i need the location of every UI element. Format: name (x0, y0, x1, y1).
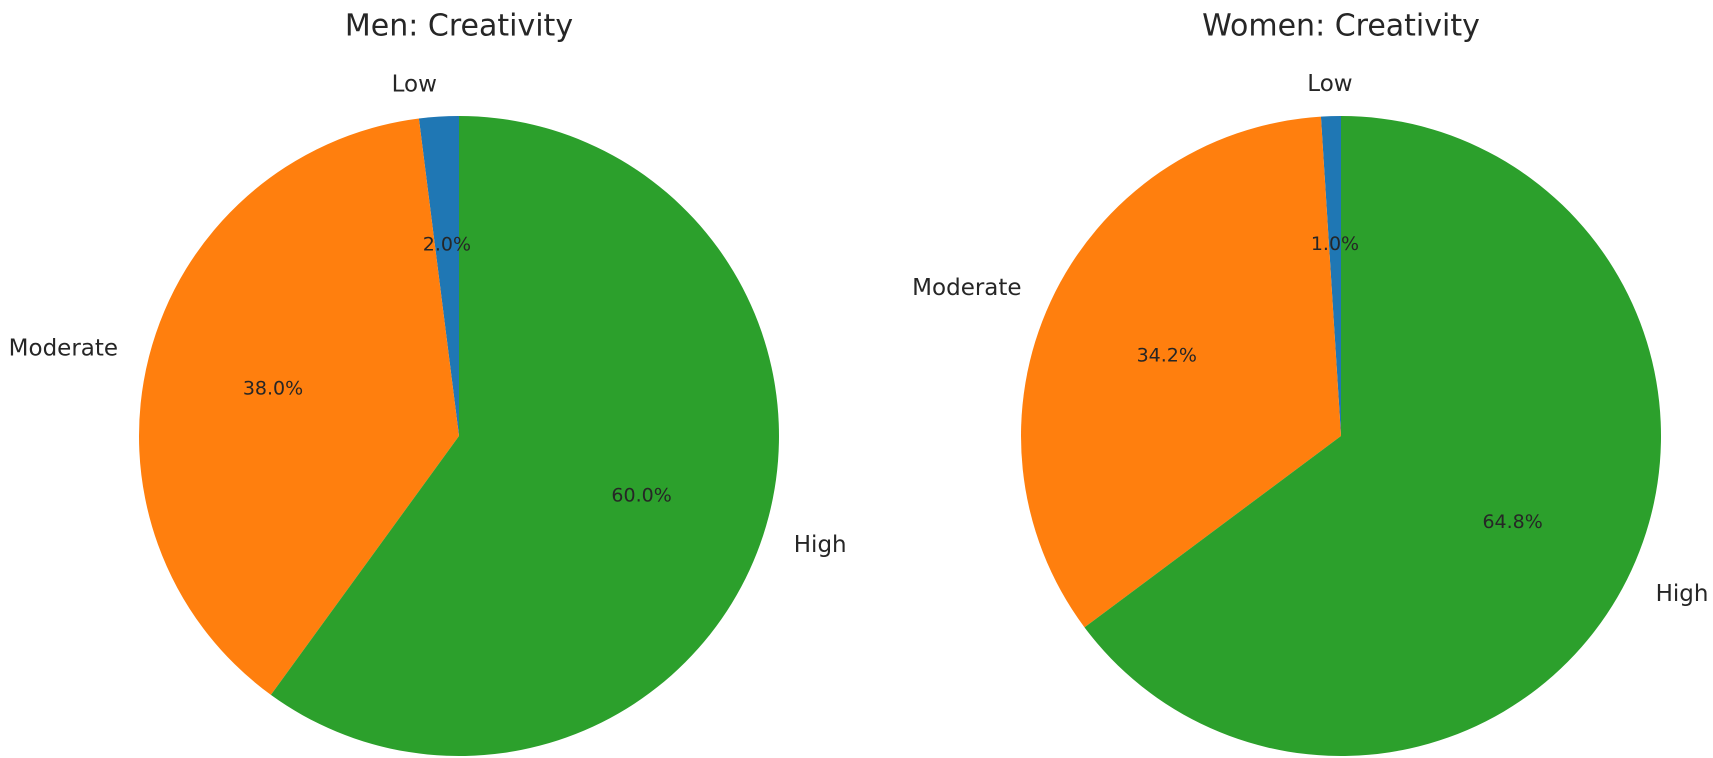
percent-label-moderate: 34.2% (1137, 344, 1197, 366)
percent-label-low: 1.0% (1311, 233, 1359, 255)
pie-slice-high (270, 116, 779, 756)
percent-label-moderate: 38.0% (243, 377, 303, 399)
pie-slice-low (1320, 116, 1341, 436)
percent-label-high: 60.0% (611, 484, 671, 506)
pie-slice-low (418, 115, 459, 436)
chart-title: Men: Creativity (345, 9, 573, 44)
category-label-moderate: Moderate (912, 275, 1021, 301)
pie-chart-1: Men: Creativity Low Moderate High 2.0% 38.0% 6… (9, 9, 847, 756)
category-label-high: High (794, 532, 847, 558)
percent-label-low: 2.0% (423, 233, 471, 255)
percent-label-high: 64.8% (1482, 511, 1542, 533)
category-label-high: High (1656, 581, 1709, 607)
category-label-low: Low (1307, 71, 1352, 97)
chart-title: Women: Creativity (1202, 9, 1480, 44)
category-label-low: Low (392, 72, 437, 98)
pie-slice-moderate (138, 118, 460, 695)
pie-slice-moderate (1021, 116, 1341, 628)
pie-chart-2: Women: Creativity Low Moderate High 1.0% 34.2… (912, 9, 1709, 756)
category-label-moderate: Moderate (9, 335, 118, 361)
pie-slice-high (1084, 116, 1662, 756)
